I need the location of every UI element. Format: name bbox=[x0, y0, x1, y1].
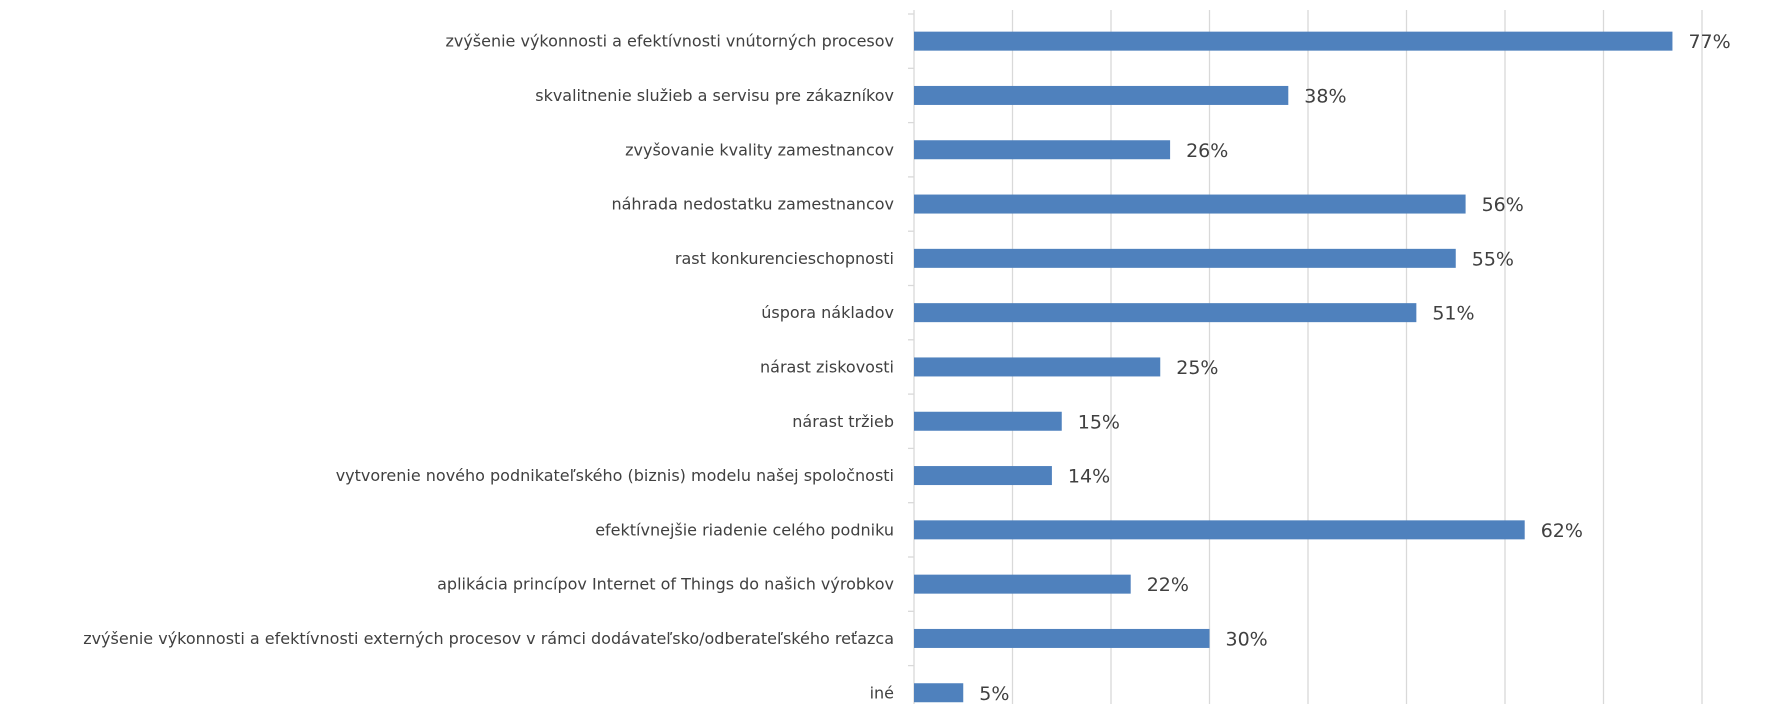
category-label: náhrada nedostatku zamestnancov bbox=[611, 195, 894, 214]
category-label: zvyšovanie kvality zamestnancov bbox=[625, 140, 894, 159]
bars bbox=[914, 31, 1673, 703]
data-label: 56% bbox=[1482, 194, 1524, 216]
category-label: aplikácia princípov Internet of Things d… bbox=[437, 575, 894, 594]
category-label: iné bbox=[870, 683, 894, 702]
category-label: nárast ziskovosti bbox=[760, 357, 894, 376]
bar bbox=[914, 628, 1210, 648]
bar bbox=[914, 574, 1131, 594]
category-label: úspora nákladov bbox=[761, 303, 894, 322]
bar bbox=[914, 411, 1062, 431]
data-label: 62% bbox=[1541, 520, 1583, 542]
gridlines bbox=[1011, 10, 1703, 704]
bar bbox=[914, 248, 1456, 268]
bar bbox=[914, 357, 1161, 377]
data-label: 55% bbox=[1472, 248, 1514, 270]
category-label: zvýšenie výkonnosti a efektívnosti exter… bbox=[83, 629, 894, 648]
bar bbox=[914, 303, 1417, 323]
data-label: 26% bbox=[1186, 140, 1228, 162]
category-label: zvýšenie výkonnosti a efektívnosti vnúto… bbox=[445, 32, 894, 51]
data-label: 25% bbox=[1176, 357, 1218, 379]
category-label: efektívnejšie riadenie celého podniku bbox=[595, 520, 894, 539]
bar bbox=[914, 683, 964, 703]
data-label: 22% bbox=[1147, 574, 1189, 596]
category-labels: zvýšenie výkonnosti a efektívnosti vnúto… bbox=[83, 32, 894, 703]
data-label: 51% bbox=[1432, 303, 1474, 325]
category-label: vytvorenie nového podnikateľského (bizni… bbox=[336, 466, 894, 485]
category-label: nárast tržieb bbox=[792, 412, 894, 431]
data-labels: 77% 38% 26% 56% 55% 51% 25% 15% 14% 62% 22% 30% 5% bbox=[979, 31, 1730, 704]
category-label: rast konkurencieschopnosti bbox=[675, 249, 894, 268]
bar bbox=[914, 140, 1171, 160]
category-label: skvalitnenie služieb a servisu pre zákaz… bbox=[535, 86, 894, 105]
data-label: 5% bbox=[979, 683, 1009, 704]
bar bbox=[914, 466, 1052, 486]
data-label: 77% bbox=[1688, 31, 1730, 53]
data-label: 14% bbox=[1068, 466, 1110, 488]
bar bbox=[914, 31, 1673, 51]
category-axis bbox=[908, 10, 915, 704]
data-label: 38% bbox=[1304, 85, 1346, 107]
bar bbox=[914, 520, 1525, 540]
bar bbox=[914, 85, 1289, 105]
data-label: 15% bbox=[1078, 411, 1120, 433]
data-label: 30% bbox=[1226, 628, 1268, 650]
bar bbox=[914, 194, 1466, 214]
